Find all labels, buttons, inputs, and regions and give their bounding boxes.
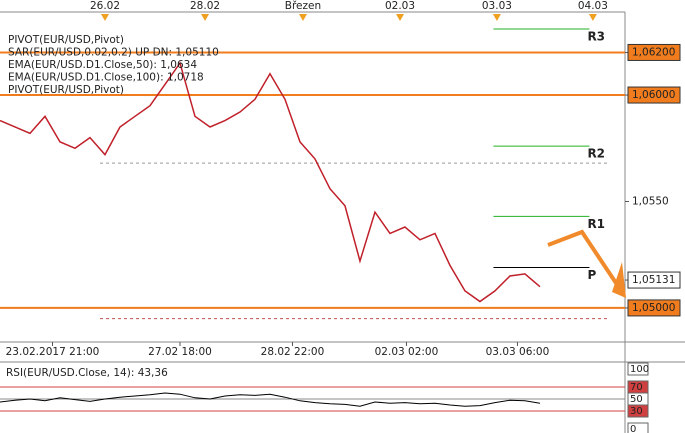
rsi-tick-label: 100 (630, 364, 649, 375)
indicator-label: PIVOT(EUR/USD,Pivot) (8, 34, 124, 46)
rsi-tick-box (627, 404, 649, 418)
pivot-label: R1 (587, 217, 605, 231)
y-tick-box (627, 271, 681, 289)
top-date-label: 28.02 (190, 0, 220, 12)
top-date-label: 04.03 (578, 0, 608, 12)
rsi-tick-label: 0 (630, 424, 636, 433)
indicator-label: EMA(EUR/USD.D1.Close,100): 1,0718 (8, 72, 204, 84)
top-date-label: 02.03 (385, 0, 415, 12)
x-tick-label: 03.03 06:00 (486, 346, 550, 358)
y-tick-label: 1,06000 (632, 89, 675, 101)
drawn-arrow (547, 229, 624, 294)
rsi-tick-box (627, 362, 649, 376)
y-tick-label: 1,05000 (632, 302, 675, 314)
rsi-line (0, 392, 541, 407)
rsi-tick-label: 70 (630, 382, 643, 393)
date-marker (588, 14, 597, 21)
date-marker (100, 14, 109, 21)
date-marker (201, 14, 210, 21)
top-date-label: 03.03 (482, 0, 512, 12)
y-tick-box (627, 86, 681, 104)
pivot-label: R2 (587, 147, 605, 161)
rsi-tick-label: 50 (630, 394, 643, 405)
indicator-label: PIVOT(EUR/USD,Pivot) (8, 84, 124, 96)
drawn-arrow-head (612, 262, 626, 298)
y-tick-label: 1,06200 (632, 46, 675, 58)
top-date-label: 26.02 (90, 0, 120, 12)
y-tick-box (627, 43, 681, 61)
rsi-title: RSI(EUR/USD.Close, 14): 43,36 (6, 367, 168, 379)
indicator-label: SAR(EUR/USD,0.02,0.2) UP DN: 1,05110 (8, 47, 219, 59)
x-tick-label: 23.02.2017 21:00 (6, 346, 100, 358)
x-tick-label: 27.02 18:00 (148, 346, 212, 358)
x-tick-label: 02.03 02:00 (375, 346, 439, 358)
pivot-label: R3 (587, 30, 605, 44)
date-marker (492, 14, 501, 21)
y-tick-box (627, 299, 681, 317)
top-date-label: Březen (285, 0, 321, 12)
indicator-label: EMA(EUR/USD.D1.Close,50): 1,0634 (8, 59, 197, 71)
rsi-tick-box (627, 422, 649, 433)
y-tick-label: 1,05131 (632, 274, 675, 286)
x-tick-label: 28.02 22:00 (261, 346, 325, 358)
rsi-tick-label: 30 (630, 406, 643, 417)
price-line (0, 61, 541, 303)
date-marker (298, 14, 307, 21)
date-marker (396, 14, 405, 21)
y-tick-label: 1,0550 (632, 195, 669, 207)
pivot-label: P (587, 268, 596, 282)
